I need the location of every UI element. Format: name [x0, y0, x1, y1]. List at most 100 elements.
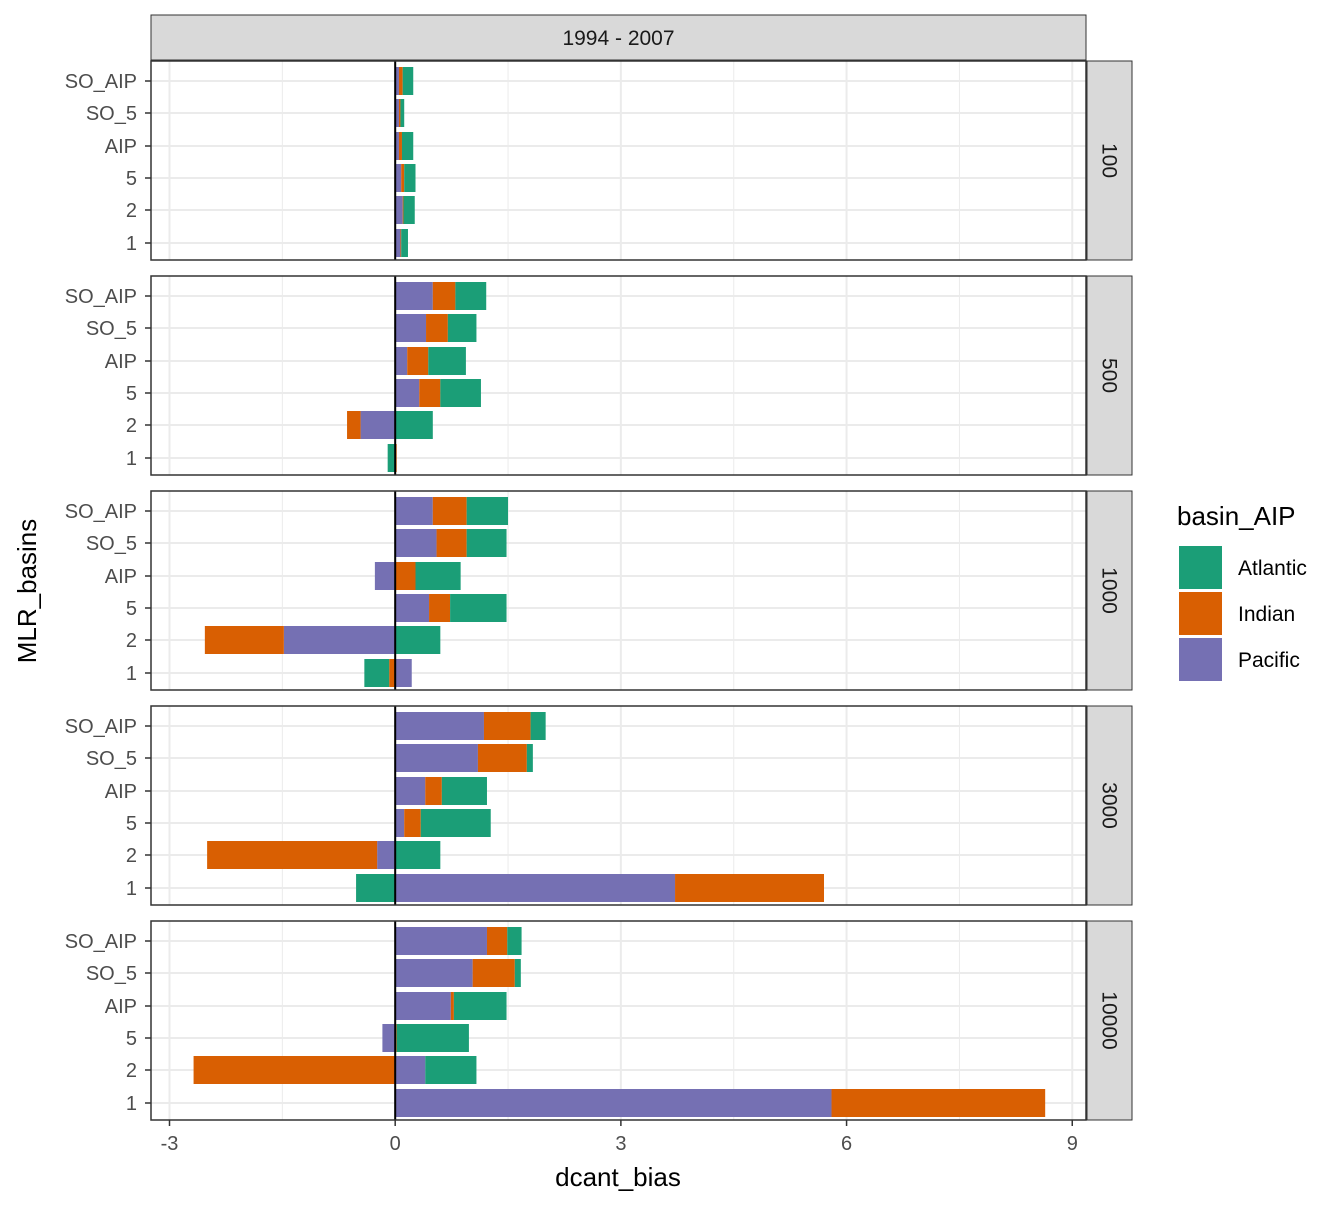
panel-10000: SO_AIP SO_5 AIP 5 2 1 [65, 920, 1087, 1121]
y-axis-title: MLR_basins [12, 519, 42, 664]
bar-10000-SO_AIP-pacific [395, 927, 487, 955]
strip-background [150, 14, 1087, 61]
strip-background [1086, 705, 1133, 906]
bar-500-5-atlantic [440, 379, 481, 407]
bar-1000-5-atlantic [450, 594, 507, 622]
bar-500-SO_AIP-pacific [395, 282, 433, 310]
x-tick-label: -3 [161, 1133, 179, 1155]
panel-background [151, 276, 1086, 475]
bar-1000-2-pacific [283, 626, 396, 654]
bar-500-SO_AIP-atlantic [455, 282, 487, 310]
bar-100-2-atlantic [403, 196, 415, 224]
y-tick-label: SO_AIP [65, 716, 137, 738]
legend: basin_AIP Atlantic Indian Pacific [1177, 501, 1307, 681]
bar-500-SO_5-atlantic [447, 314, 477, 342]
bar-3000-1-pacific [395, 874, 676, 902]
y-tick-label: 1 [126, 448, 137, 470]
bar-10000-2-pacific [395, 1056, 426, 1084]
y-tick-label: 5 [126, 1028, 137, 1050]
bar-10000-SO_AIP-atlantic [507, 927, 522, 955]
strip-background [1086, 275, 1133, 476]
bar-1000-SO_AIP-pacific [395, 497, 433, 525]
bar-3000-SO_5-pacific [395, 744, 478, 772]
bar-500-5-indian [419, 379, 441, 407]
bar-10000-AIP-pacific [395, 992, 451, 1020]
bar-1000-AIP-atlantic [415, 562, 461, 590]
y-tick-label: SO_5 [86, 748, 137, 770]
bar-3000-1-indian [675, 874, 825, 902]
bar-100-5-atlantic [404, 164, 416, 192]
bar-1000-SO_5-atlantic [466, 529, 507, 557]
y-tick-label: SO_5 [86, 533, 137, 555]
bar-1000-5-indian [429, 594, 451, 622]
y-tick-label: 5 [126, 598, 137, 620]
x-axis: -3 0 3 6 9 [161, 1120, 1078, 1155]
bar-10000-2-indian [193, 1056, 396, 1084]
facet-strip-row-3000: 3000 [1086, 705, 1133, 906]
y-tick-label: SO_AIP [65, 501, 137, 523]
bar-1000-2-atlantic [395, 626, 441, 654]
bar-500-AIP-pacific [395, 347, 408, 375]
bar-10000-SO_AIP-indian [486, 927, 508, 955]
bar-3000-2-pacific [377, 841, 396, 869]
bar-3000-2-indian [207, 841, 378, 869]
bar-10000-SO_5-pacific [395, 959, 473, 987]
bar-3000-SO_AIP-pacific [395, 712, 484, 740]
bar-100-SO_5-indian [398, 99, 401, 127]
panel-1000: SO_AIP SO_5 AIP 5 2 1 [65, 490, 1087, 691]
bar-1000-2-indian [204, 626, 284, 654]
panel-border [150, 490, 1087, 691]
bar-100-2-pacific [395, 196, 403, 224]
bar-3000-2-atlantic [395, 841, 441, 869]
strip-label: 10000 [1098, 991, 1121, 1049]
strip-background [1086, 60, 1133, 261]
panel-border [150, 920, 1087, 1121]
bar-1000-5-pacific [395, 594, 430, 622]
bar-100-SO_AIP-pacific [395, 67, 399, 95]
bar-100-5-indian [401, 164, 405, 192]
bar-500-SO_5-indian [426, 314, 448, 342]
strip-label: 1994 - 2007 [562, 27, 674, 50]
legend-item-atlantic: Atlantic [1179, 546, 1307, 589]
strip-label: 3000 [1098, 782, 1121, 829]
y-tick-label: 1 [126, 878, 137, 900]
bar-1000-1-indian [389, 659, 396, 687]
y-tick-label: SO_5 [86, 103, 137, 125]
facet-strip-row-10000: 10000 [1086, 920, 1133, 1121]
bar-100-AIP-pacific [395, 132, 399, 160]
legend-swatch [1179, 592, 1222, 635]
panel-background [151, 706, 1086, 905]
bar-1000-SO_AIP-atlantic [466, 497, 509, 525]
bar-500-5-pacific [395, 379, 420, 407]
strip-background [1086, 920, 1133, 1121]
bar-10000-5-atlantic [396, 1024, 469, 1052]
panel-background [151, 61, 1086, 260]
bar-100-AIP-atlantic [401, 132, 414, 160]
bar-10000-SO_5-indian [472, 959, 515, 987]
legend-label: Pacific [1238, 649, 1300, 672]
x-tick-label: 9 [1067, 1133, 1078, 1155]
bar-10000-5-pacific [382, 1024, 396, 1052]
strip-label: 100 [1098, 143, 1121, 178]
bar-10000-AIP-atlantic [453, 992, 507, 1020]
y-tick-label: 2 [126, 630, 137, 652]
y-tick-label: SO_5 [86, 318, 137, 340]
bar-10000-2-atlantic [425, 1056, 477, 1084]
bar-1000-AIP-indian [395, 562, 416, 590]
bar-3000-AIP-atlantic [441, 777, 487, 805]
legend-item-indian: Indian [1179, 592, 1295, 635]
facet-strip-row-100: 100 [1086, 60, 1133, 261]
bar-3000-SO_5-indian [477, 744, 527, 772]
panel-background [151, 491, 1086, 690]
bar-3000-AIP-pacific [395, 777, 426, 805]
y-tick-label: SO_AIP [65, 286, 137, 308]
bar-1000-AIP-pacific [374, 562, 396, 590]
y-tick-label: 1 [126, 233, 137, 255]
strips-group: 1994 - 2007 100 500 1000 3000 10000 [150, 14, 1133, 1121]
bar-1000-1-pacific [395, 659, 412, 687]
strip-background [1086, 490, 1133, 691]
bar-500-SO_AIP-indian [432, 282, 456, 310]
panel-border [150, 705, 1087, 906]
bar-100-SO_AIP-indian [398, 67, 403, 95]
bar-500-1-atlantic [387, 444, 396, 472]
